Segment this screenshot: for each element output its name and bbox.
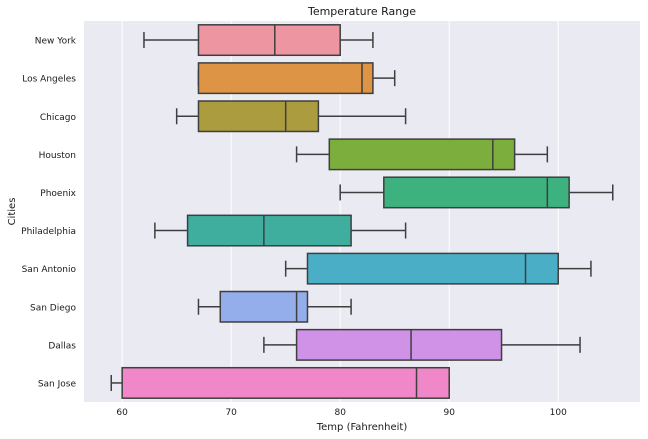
y-tick-label: San Jose [38, 379, 77, 389]
x-tick-label: 70 [225, 408, 237, 418]
chart-title: Temperature Range [307, 5, 416, 18]
y-tick-label: San Antonio [22, 265, 77, 275]
y-tick-label: Philadelphia [21, 227, 76, 237]
box-iqr [328, 138, 516, 171]
x-tick-label: 60 [116, 408, 128, 418]
x-axis-label: Temp (Fahrenheit) [316, 422, 408, 433]
y-tick-label: Dallas [48, 341, 76, 351]
box-new-york [143, 24, 374, 57]
box-san-diego [197, 290, 352, 323]
box-iqr [197, 62, 374, 95]
box-iqr [306, 252, 559, 285]
box-iqr [383, 176, 570, 209]
x-tick-label: 80 [334, 408, 346, 418]
box-san-jose [110, 366, 450, 399]
y-axis-label: Cities [7, 198, 18, 226]
x-tick-label: 100 [550, 408, 567, 418]
y-tick-label: San Diego [30, 303, 76, 313]
y-tick-label: New York [35, 37, 77, 47]
x-tick-label: 90 [443, 408, 455, 418]
box-chicago [175, 100, 407, 133]
box-san-antonio [284, 252, 592, 285]
y-tick-label: Phoenix [40, 189, 76, 199]
box-iqr [219, 290, 309, 323]
boxes [110, 24, 614, 399]
box-dallas [263, 328, 581, 361]
box-phoenix [339, 176, 614, 209]
y-tick-label: Houston [39, 151, 76, 161]
x-ticks: 60 70 80 90 100 [116, 408, 567, 418]
box-los-angeles [197, 62, 396, 95]
box-iqr [197, 24, 341, 57]
box-iqr [295, 328, 503, 361]
y-tick-label: Los Angeles [22, 75, 76, 85]
box-houston [295, 138, 549, 171]
box-iqr [121, 366, 450, 399]
box-iqr [197, 100, 320, 133]
box-iqr [186, 214, 352, 247]
y-tick-label: Chicago [40, 113, 77, 123]
box-philadelphia [154, 214, 407, 247]
y-ticks: New York Los Angeles Chicago Houston Phoenix… [21, 37, 77, 390]
